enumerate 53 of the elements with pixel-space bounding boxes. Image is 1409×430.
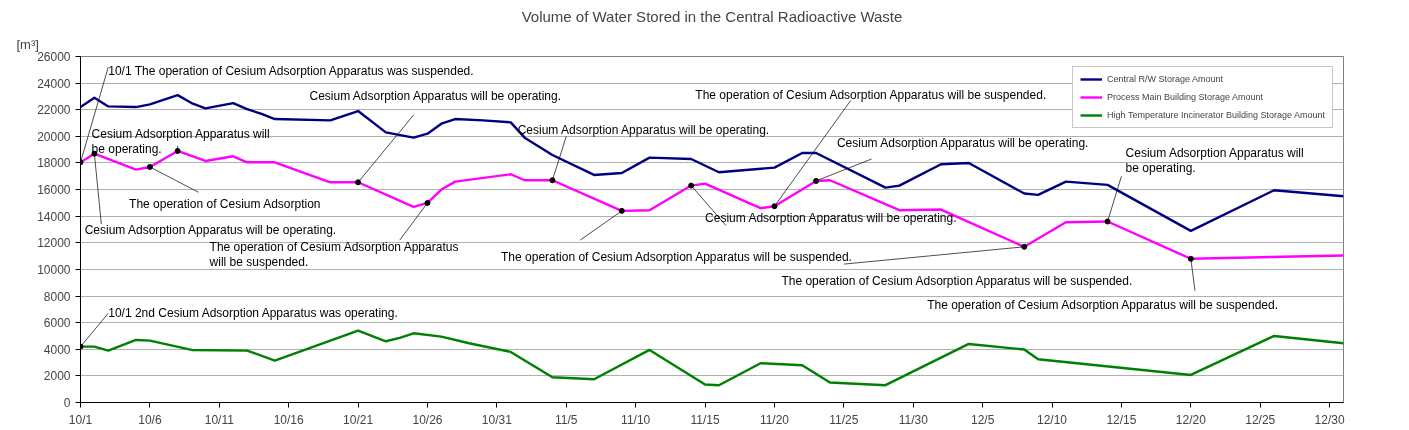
- y-tick-label: 26000: [37, 50, 71, 64]
- annotation: The operation of Cesium Adsorption Apparatus will be suspended.: [781, 274, 1133, 289]
- legend-label: Process Main Building Storage Amount: [1107, 92, 1264, 102]
- y-tick-label: 24000: [37, 76, 71, 91]
- x-tick-label: 12/10: [1037, 412, 1068, 427]
- legend-label: Central R/W Storage Amount: [1107, 74, 1224, 84]
- x-tick-label: 10/21: [343, 412, 374, 427]
- x-tick-label: 11/15: [690, 412, 720, 427]
- x-tick-label: 12/20: [1175, 412, 1207, 427]
- x-tick-label: 10/16: [273, 412, 305, 427]
- annotation: Cesium Adsorption Apparatus will be operating.: [517, 122, 770, 137]
- x-tick-label: 11/30: [898, 412, 929, 427]
- annotation: Cesium Adsorption Apparatus will be operating.: [705, 210, 957, 225]
- annotation: The operation of Cesium Adsorption Apparatus will be suspended.: [695, 88, 1047, 103]
- x-tick-label: 12/5: [970, 412, 995, 427]
- y-tick-label: 10000: [37, 262, 71, 277]
- legend-label: High Temperature Incinerator Building Storage Amount: [1107, 110, 1325, 120]
- x-tick-label: 12/30: [1314, 412, 1345, 427]
- y-tick-label: 12000: [37, 236, 71, 251]
- annotation: The operation of Cesium Adsorption: [129, 197, 321, 212]
- x-tick-label: 11/5: [555, 412, 578, 427]
- x-tick-label: 12/25: [1245, 412, 1276, 427]
- annotation: 10/1 The operation of Cesium Adsorption Apparatus was suspended.: [108, 64, 474, 79]
- y-tick-label: 22000: [37, 103, 71, 118]
- y-axis-title: [m³]: [16, 36, 39, 52]
- annotation: Cesium Adsorption Apparatus will be operating.: [1125, 145, 1304, 175]
- x-tick-label: 11/20: [759, 412, 790, 427]
- y-tick-label: 4000: [43, 342, 71, 357]
- annotation: 10/1 2nd Cesium Adsorption Apparatus was operating.: [108, 306, 398, 321]
- y-tick-label: 2000: [43, 369, 71, 384]
- line-series: [80, 329, 1344, 387]
- annotation: Cesium Adsorption Apparatus will be operating.: [309, 89, 561, 104]
- x-tick-label: 10/6: [138, 412, 162, 427]
- annotation: The operation of Cesium Adsorption Apparatus will be suspended.: [208, 240, 459, 270]
- y-tick-label: 0: [63, 396, 71, 410]
- annotation: Cesium Adsorption Apparatus will be operating.: [84, 222, 337, 237]
- x-tick-label: 11/25: [829, 412, 859, 427]
- annotation: The operation of Cesium Adsorption Apparatus will be suspended.: [927, 298, 1279, 313]
- x-tick-label: 10/1: [68, 412, 93, 427]
- annotation: The operation of Cesium Adsorption Apparatus will be suspended.: [501, 250, 852, 265]
- x-tick-label: 12/15: [1106, 412, 1137, 427]
- annotation: Cesium Adsorption Apparatus will be operating.: [836, 136, 1089, 150]
- y-tick-label: 6000: [43, 316, 71, 331]
- chart-title: Volume of Water Stored in the Central Radioactive Waste: [521, 7, 903, 25]
- x-tick-label: 11/10: [621, 412, 651, 427]
- y-tick-label: 18000: [37, 156, 71, 171]
- y-tick-label: 20000: [37, 129, 71, 144]
- y-tick-label: 14000: [37, 209, 71, 224]
- y-tick-label: 8000: [43, 289, 71, 304]
- x-tick-label: 10/31: [481, 412, 513, 427]
- y-tick-label: 16000: [37, 183, 71, 198]
- x-tick-label: 10/11: [204, 412, 235, 427]
- x-tick-label: 10/26: [412, 412, 443, 427]
